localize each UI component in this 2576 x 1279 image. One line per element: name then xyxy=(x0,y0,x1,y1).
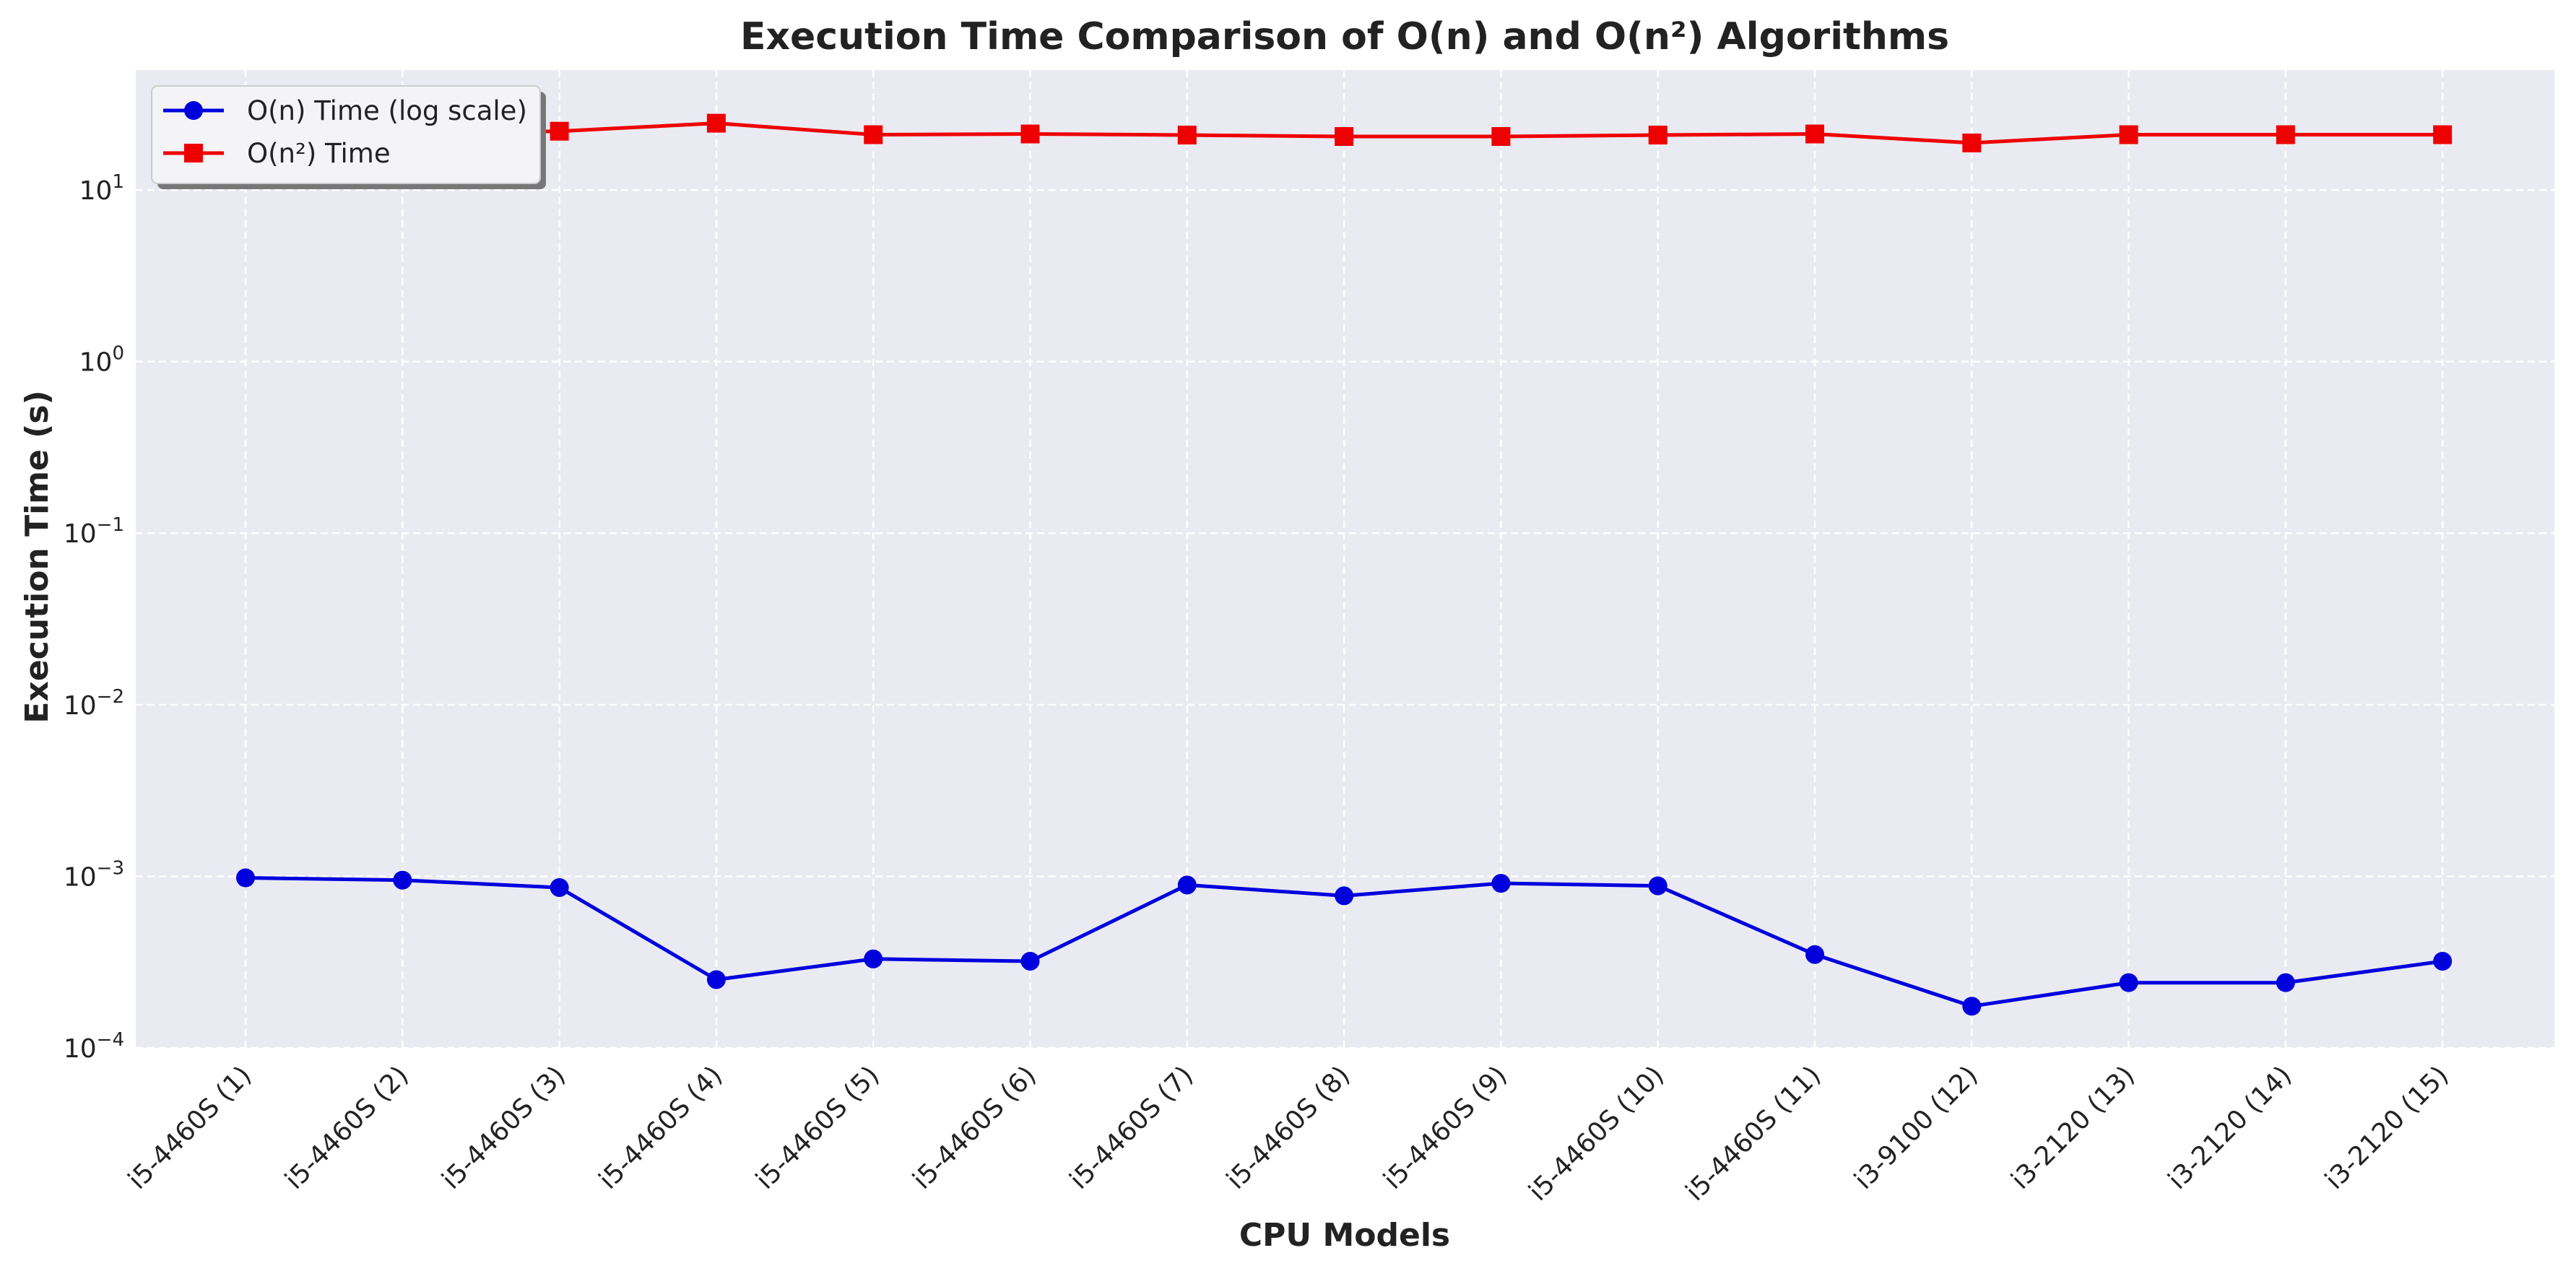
data-point-s0-6 xyxy=(1177,875,1197,895)
data-point-s1-7 xyxy=(1335,126,1354,146)
data-point-s1-4 xyxy=(864,125,883,144)
x-tick-label-2: i5-4460S (3) xyxy=(436,1060,571,1195)
data-point-s1-14 xyxy=(2433,125,2453,144)
y-tick-label-1: 10−3 xyxy=(64,857,124,892)
x-tick-label-13: i3-2120 (14) xyxy=(2163,1060,2298,1195)
y-tick-label-3: 10−1 xyxy=(64,514,124,549)
x-tick-label-0: i5-4460S (1) xyxy=(123,1060,258,1195)
data-point-s1-13 xyxy=(2276,125,2295,144)
x-tick-label-3: i5-4460S (4) xyxy=(594,1060,729,1195)
x-tick-label-5: i5-4460S (6) xyxy=(907,1060,1042,1195)
data-point-s0-1 xyxy=(393,870,412,890)
data-point-s1-8 xyxy=(1491,126,1511,146)
legend: O(n) Time (log scale) O(n²) Time xyxy=(151,85,546,189)
x-tick-label-7: i5-4460S (8) xyxy=(1221,1060,1356,1195)
data-point-s0-9 xyxy=(1648,876,1668,896)
data-point-s0-7 xyxy=(1335,886,1354,906)
data-point-s0-0 xyxy=(236,868,255,888)
legend-marker-0 xyxy=(184,101,203,120)
data-point-s0-10 xyxy=(1805,945,1824,964)
x-tick-label-8: i5-4460S (9) xyxy=(1378,1060,1513,1195)
legend-label-1: O(n²) Time xyxy=(247,138,391,169)
data-point-s0-14 xyxy=(2433,951,2453,971)
y-tick-label-2: 10−2 xyxy=(64,686,124,721)
data-point-s1-10 xyxy=(1805,124,1824,144)
series-0 xyxy=(236,868,2453,1016)
x-tick-label-10: i5-4460S (11) xyxy=(1681,1060,1827,1207)
data-point-s1-11 xyxy=(1962,133,1982,152)
data-point-s0-12 xyxy=(2119,973,2138,992)
x-tick-label-1: i5-4460S (2) xyxy=(279,1060,415,1195)
x-tick-label-11: i3-9100 (12) xyxy=(1849,1060,1984,1195)
y-tick-label-4: 100 xyxy=(79,343,124,378)
data-point-s1-5 xyxy=(1020,124,1040,144)
data-point-s1-3 xyxy=(706,113,726,133)
legend-box xyxy=(151,85,541,184)
data-point-s1-12 xyxy=(2119,125,2138,144)
data-point-s1-2 xyxy=(550,121,569,141)
y-axis-label: Execution Time (s) xyxy=(19,390,56,723)
data-point-s0-5 xyxy=(1020,951,1040,971)
data-point-s0-13 xyxy=(2276,973,2295,992)
x-tick-label-6: i5-4460S (7) xyxy=(1064,1060,1200,1195)
x-axis-label: CPU Models xyxy=(1239,1217,1450,1254)
data-point-s0-4 xyxy=(864,949,883,968)
data-point-s0-2 xyxy=(550,877,569,897)
x-tick-label-9: i5-4460S (10) xyxy=(1523,1060,1670,1207)
y-tick-label-5: 101 xyxy=(79,171,124,206)
data-point-s0-3 xyxy=(706,970,726,989)
legend-marker-1 xyxy=(184,144,203,162)
legend-label-0: O(n) Time (log scale) xyxy=(247,95,527,126)
x-tick-label-4: i5-4460S (5) xyxy=(750,1060,885,1195)
y-tick-label-0: 10−4 xyxy=(64,1029,124,1064)
chart-title: Execution Time Comparison of O(n) and O(… xyxy=(740,15,1949,58)
data-point-s0-8 xyxy=(1491,874,1511,893)
data-point-s1-9 xyxy=(1648,126,1668,145)
x-tick-label-12: i3-2120 (13) xyxy=(2005,1060,2141,1195)
data-point-s1-6 xyxy=(1177,126,1197,145)
data-point-s0-11 xyxy=(1962,997,1982,1016)
x-tick-label-14: i3-2120 (15) xyxy=(2320,1060,2455,1195)
